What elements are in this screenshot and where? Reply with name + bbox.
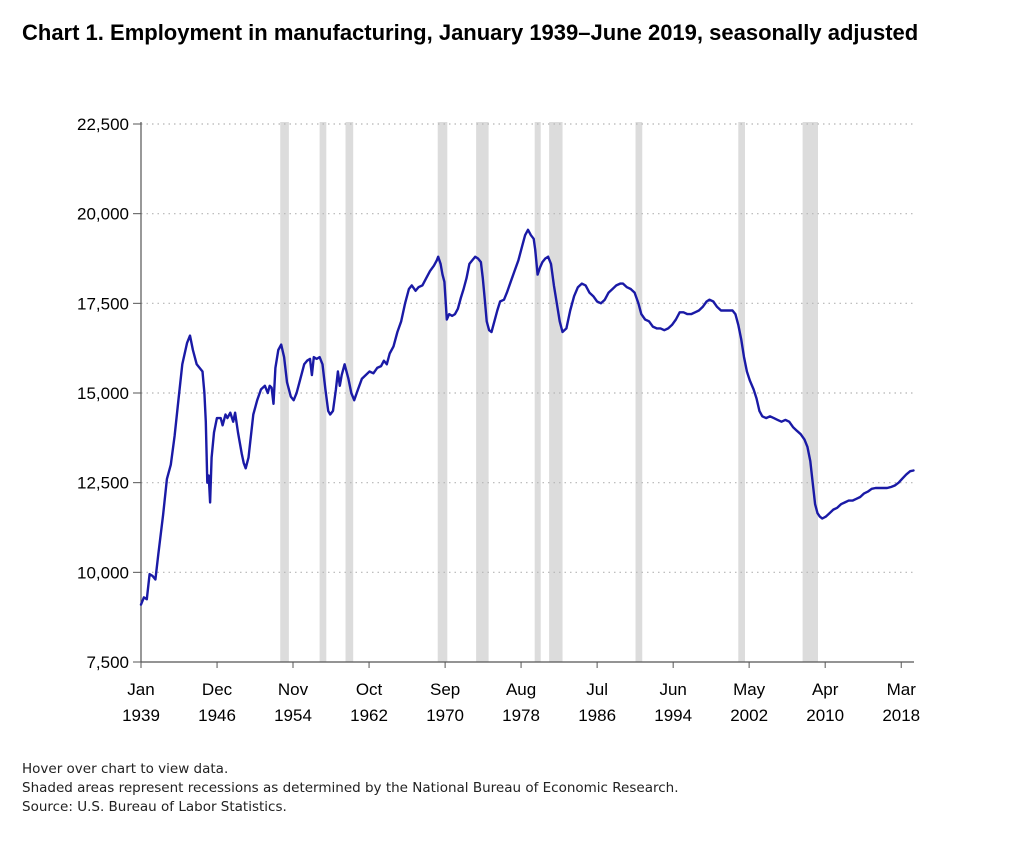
recession-band: [319, 122, 327, 662]
x-tick-year-label: 1986: [578, 706, 616, 725]
x-tick-month-label: Mar: [887, 680, 917, 699]
x-tick-year-label: 2010: [806, 706, 844, 725]
recession-band: [802, 122, 818, 662]
y-tick-label: 7,500: [86, 653, 129, 672]
recession-note: Shaded areas represent recessions as det…: [22, 780, 679, 796]
y-tick-label: 12,500: [77, 474, 129, 493]
x-tick-month-label: Jun: [659, 680, 686, 699]
y-tick-label: 20,000: [77, 205, 129, 224]
chart-title: Chart 1. Employment in manufacturing, Ja…: [22, 20, 919, 45]
x-tick-year-label: 1946: [198, 706, 236, 725]
recession-band: [345, 122, 354, 662]
series-line-group[interactable]: [139, 228, 915, 606]
x-tick-year-label: 1978: [502, 706, 540, 725]
recession-band: [476, 122, 489, 662]
x-tick-year-label: 2018: [882, 706, 920, 725]
x-tick-month-label: Oct: [356, 680, 383, 699]
y-tick-label: 22,500: [77, 115, 129, 134]
recession-band: [534, 122, 541, 662]
recession-band: [437, 122, 448, 662]
y-tick-labels: 7,500 10,000 12,500 15,000 17,500 20,000 22,50…: [77, 115, 129, 672]
x-tick-month-label: Aug: [506, 680, 536, 699]
recession-bands: [280, 122, 818, 662]
source-note: Source: U.S. Bureau of Labor Statistics.: [22, 799, 287, 815]
series-line[interactable]: [139, 228, 915, 606]
x-tick-month-label: Apr: [812, 680, 839, 699]
x-tick-year-label: 1970: [426, 706, 464, 725]
recession-band: [280, 122, 289, 662]
y-tick-label: 10,000: [77, 563, 129, 582]
gridlines: [133, 123, 914, 663]
x-tick-year-label: 1939: [122, 706, 160, 725]
x-tick-year-label: 1994: [654, 706, 692, 725]
axes: [140, 122, 914, 668]
chart-plot[interactable]: 7,500 10,000 12,500 15,000 17,500 20,000 22,50…: [0, 0, 1024, 750]
hover-note: Hover over chart to view data.: [22, 761, 229, 777]
chart-notes: Hover over chart to view data. Shaded ar…: [22, 760, 678, 817]
recession-band: [738, 122, 745, 662]
x-tick-month-label: Jan: [127, 680, 154, 699]
x-tick-month-label: Nov: [278, 680, 309, 699]
x-tick-year-label: 2002: [730, 706, 768, 725]
y-tick-label: 15,000: [77, 384, 129, 403]
x-tick-month-label: May: [733, 680, 766, 699]
x-tick-month-label: Sep: [430, 680, 460, 699]
x-tick-year-label: 1954: [274, 706, 312, 725]
x-tick-month-label: Dec: [202, 680, 233, 699]
x-tick-labels: Jan 1939 Dec 1946 Nov 1954 Oct 1962 Sep 1970 Aug 19…: [122, 680, 920, 725]
x-tick-month-label: Jul: [586, 680, 608, 699]
recession-band: [549, 122, 563, 662]
y-tick-label: 17,500: [77, 294, 129, 313]
x-tick-year-label: 1962: [350, 706, 388, 725]
recession-band: [635, 122, 643, 662]
